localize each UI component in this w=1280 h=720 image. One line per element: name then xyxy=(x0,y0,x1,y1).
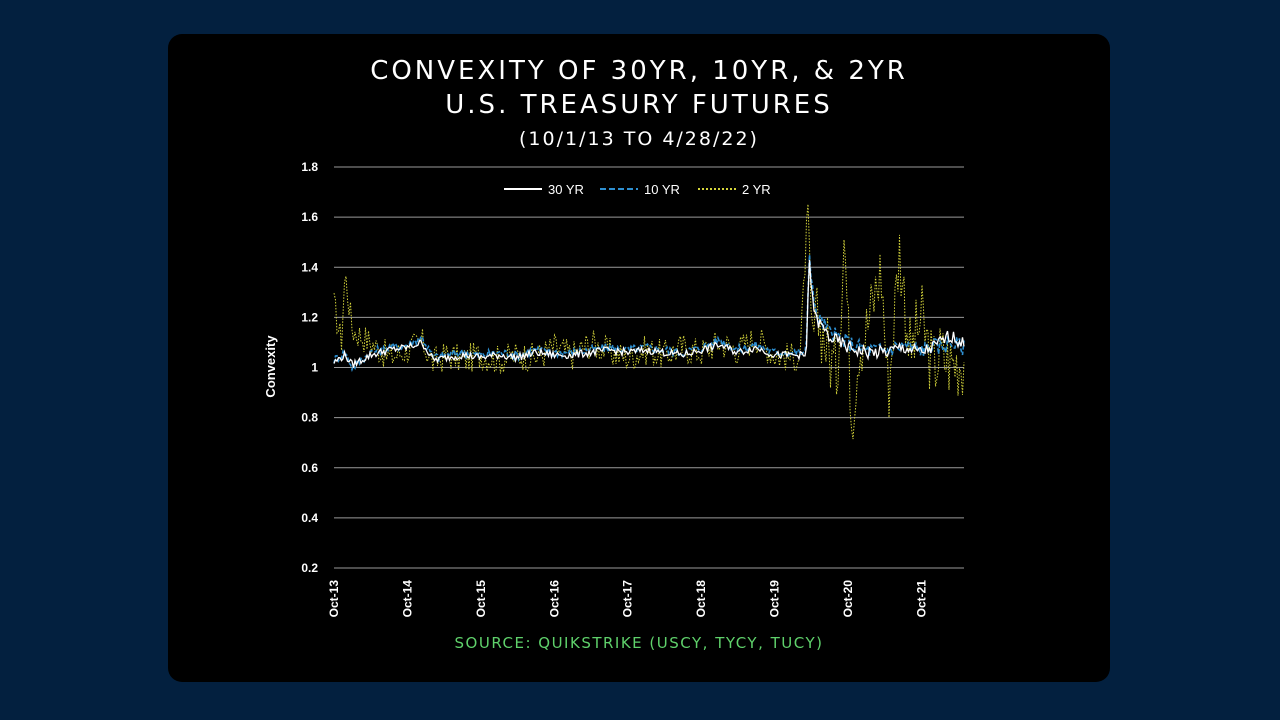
x-tick-label: Oct-13 xyxy=(327,580,341,618)
x-tick-label: Oct-21 xyxy=(914,580,928,618)
series-line-10yr xyxy=(333,254,965,373)
series-line-30yr xyxy=(333,259,965,368)
y-tick-label: 1.4 xyxy=(301,260,318,274)
chart-subtitle: (10/1/13 TO 4/28/22) xyxy=(519,128,759,150)
y-tick-label: 1.2 xyxy=(301,310,318,324)
x-tick-label: Oct-16 xyxy=(547,580,561,618)
x-tick-label: Oct-20 xyxy=(841,580,855,618)
chart-source: SOURCE: QUIKSTRIKE (USCY, TYCY, TUCY) xyxy=(454,634,824,652)
chart-title-line2: U.S. TREASURY FUTURES xyxy=(445,90,833,120)
legend-label: 10 YR xyxy=(644,182,680,197)
y-axis-label: Convexity xyxy=(263,335,278,398)
y-tick-label: 0.6 xyxy=(301,461,318,475)
y-tick-label: 1 xyxy=(311,361,318,375)
line-chart: 0.2 0.4 0.6 0.8 1 1.2 1.4 1.6 1.8 Oct-13 Oct-14 Oct… xyxy=(263,160,965,618)
chart-title-line1: CONVEXITY OF 30YR, 10YR, & 2YR xyxy=(370,56,908,86)
legend-label: 30 YR xyxy=(548,182,584,197)
x-tick-label: Oct-17 xyxy=(621,580,635,618)
x-tick-label: Oct-15 xyxy=(474,580,488,618)
x-tick-label: Oct-14 xyxy=(400,580,414,618)
x-tick-label: Oct-19 xyxy=(768,580,782,618)
y-tick-label: 0.4 xyxy=(301,511,318,525)
x-tick-label: Oct-18 xyxy=(694,580,708,618)
series-line-2yr xyxy=(333,204,965,440)
y-tick-label: 0.8 xyxy=(301,411,318,425)
legend-label: 2 YR xyxy=(742,182,771,197)
y-tick-label: 0.2 xyxy=(301,561,318,575)
chart-card: CONVEXITY OF 30YR, 10YR, & 2YR U.S. TREA… xyxy=(168,34,1110,682)
y-tick-label: 1.6 xyxy=(301,210,318,224)
y-tick-label: 1.8 xyxy=(301,160,318,174)
